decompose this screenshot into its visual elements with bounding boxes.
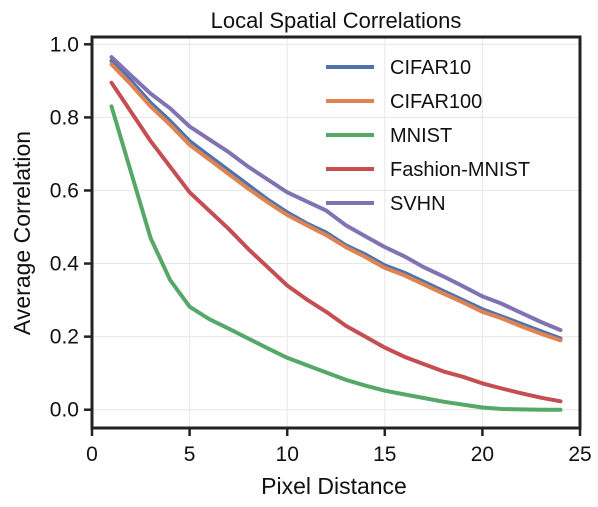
y-tick-label: 0.6 (50, 179, 79, 202)
legend-label-svhn: SVHN (390, 193, 446, 215)
y-tick-label: 1.0 (50, 33, 79, 56)
legend-label-fashion-mnist: Fashion-MNIST (390, 159, 530, 181)
series-lines (109, 55, 563, 412)
series-line-fashion-mnist (109, 80, 563, 404)
x-tick-label: 20 (471, 443, 494, 466)
x-tick-label: 15 (373, 443, 396, 466)
x-tick-label: 5 (184, 443, 196, 466)
series-line-mnist (109, 104, 563, 412)
legend: CIFAR10 CIFAR100 MNIST Fashion-MNIST SVHN (326, 57, 530, 215)
x-tick-label: 10 (276, 443, 299, 466)
y-tick-label: 0.8 (50, 106, 79, 129)
legend-label-mnist: MNIST (390, 125, 452, 147)
legend-label-cifar10: CIFAR10 (390, 57, 471, 79)
x-axis-label: Pixel Distance (261, 473, 407, 499)
x-tick-label: 25 (568, 443, 591, 466)
y-tick-label: 0.4 (50, 253, 80, 276)
y-tick-label: 0.2 (50, 326, 79, 349)
x-tick-label: 0 (86, 443, 98, 466)
series-line-svhn (109, 55, 563, 333)
chart-title: Local Spatial Correlations (211, 8, 462, 33)
axis-ticks: 0 5 10 15 20 25 0.0 0.2 0.4 0.6 0.8 1.0 (50, 33, 592, 466)
y-tick-label: 0.0 (50, 399, 79, 422)
plot-frame (90, 35, 582, 430)
legend-label-cifar100: CIFAR100 (390, 91, 482, 113)
y-axis-label: Average Correlation (9, 131, 35, 335)
grid (91, 37, 581, 428)
series-line-cifar100 (109, 62, 563, 343)
